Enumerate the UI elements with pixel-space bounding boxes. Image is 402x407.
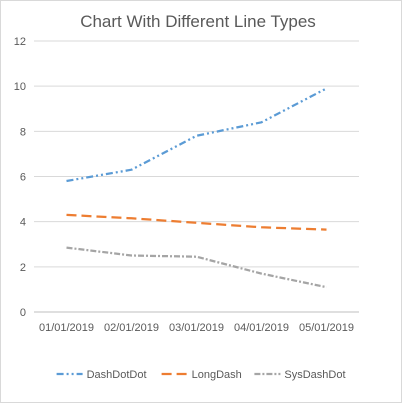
- gridlines: [34, 40, 359, 313]
- x-axis: 01/01/2019 02/01/2019 03/01/2019 04/01/2019…: [39, 322, 354, 334]
- series-line-longdash: [66, 213, 327, 231]
- y-tick-label: 12: [14, 36, 26, 48]
- legend-label: LongDash: [192, 369, 242, 381]
- y-axis: 0 2 4 6 8 10 12: [14, 36, 26, 319]
- y-tick-label: 2: [20, 262, 26, 274]
- legend: DashDotDot LongDash SysDashDot: [56, 369, 346, 381]
- y-tick-label: 0: [20, 307, 26, 319]
- x-tick-label: 01/01/2019: [39, 322, 94, 334]
- x-tick-label: 03/01/2019: [169, 322, 224, 334]
- legend-label: SysDashDot: [284, 369, 345, 381]
- y-tick-label: 4: [20, 217, 26, 229]
- legend-label: DashDotDot: [87, 369, 147, 381]
- y-tick-label: 10: [14, 81, 26, 93]
- x-tick-label: 04/01/2019: [234, 322, 289, 334]
- x-tick-label: 05/01/2019: [299, 322, 354, 334]
- chart-title: Chart With Different Line Types: [80, 12, 316, 31]
- series-line-sysdashdot: [66, 246, 327, 289]
- y-tick-label: 8: [20, 126, 26, 138]
- x-tick-label: 02/01/2019: [104, 322, 159, 334]
- series-lines: [66, 87, 328, 289]
- series-line-dashdotdot: [66, 87, 328, 183]
- y-tick-label: 6: [20, 172, 26, 184]
